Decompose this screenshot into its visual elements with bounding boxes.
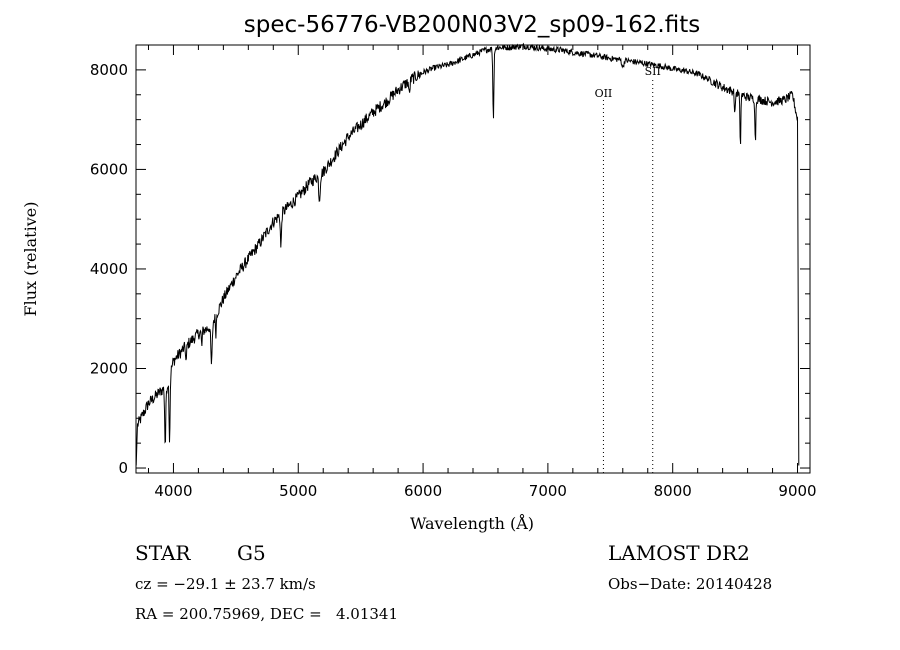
spectral-subclass: G5	[237, 541, 266, 565]
x-tick-label: 9000	[778, 482, 816, 500]
y-tick-label: 6000	[90, 160, 128, 178]
y-tick-label: 4000	[90, 260, 128, 278]
line-marker-label: OII	[595, 87, 613, 100]
y-tick-label: 2000	[90, 359, 128, 377]
x-tick-label: 6000	[404, 482, 442, 500]
y-tick-label: 8000	[90, 61, 128, 79]
x-tick-label: 5000	[279, 482, 317, 500]
spectrum-series-line	[135, 42, 800, 466]
y-axis-label: Flux (relative)	[21, 202, 40, 317]
survey-name: LAMOST DR2	[608, 541, 750, 565]
obs-date: Obs−Date: 20140428	[608, 575, 773, 593]
x-tick-label: 7000	[529, 482, 567, 500]
redshift-readout: cz = −29.1 ± 23.7 km/s	[135, 575, 316, 593]
plot-frame	[135, 44, 811, 474]
x-tick-label: 8000	[654, 482, 692, 500]
line-marker-label: SII	[645, 65, 661, 78]
x-axis-label: Wavelength (Å)	[410, 513, 534, 533]
y-tick-label: 0	[118, 459, 128, 477]
chart-title: spec-56776-VB200N03V2_sp09-162.fits	[244, 12, 700, 38]
coordinates: RA = 200.75969, DEC = 4.01341	[135, 605, 399, 623]
axis-ticks	[136, 44, 810, 473]
line-markers: OII SII	[595, 65, 661, 473]
axis-tick-labels: 4000 5000 6000 7000 8000 9000 0 2000 4000 6000 800…	[90, 61, 817, 500]
object-type: STAR	[135, 541, 191, 565]
x-tick-label: 4000	[154, 482, 192, 500]
